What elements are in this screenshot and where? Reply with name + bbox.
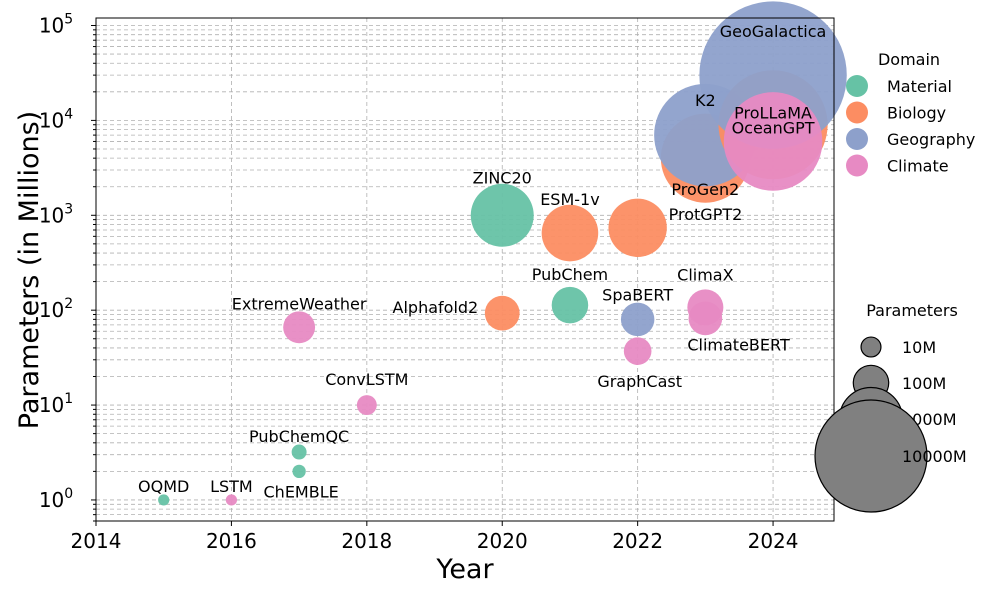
bubble-convlstm xyxy=(356,395,377,416)
label-convlstm: ConvLSTM xyxy=(325,370,408,389)
label-esm-1v: ESM-1v xyxy=(540,190,600,209)
bubble-chemble xyxy=(292,464,306,479)
legend-label-biology: Biology xyxy=(887,104,946,123)
size-legend-marker-10m xyxy=(860,336,882,358)
legend-marker-climate xyxy=(846,154,868,177)
x-tick-label-4: 2022 xyxy=(612,529,663,553)
y-tick-label-2: 102 xyxy=(39,296,73,322)
x-axis-label: Year xyxy=(435,554,494,585)
label-graphcast: GraphCast xyxy=(597,372,682,391)
legend-label-geography: Geography xyxy=(887,130,975,149)
grid-lines xyxy=(95,18,834,522)
x-tick-label-0: 2014 xyxy=(71,529,122,553)
label-zinc20: ZINC20 xyxy=(473,168,532,187)
legend-marker-material xyxy=(846,75,868,97)
bubble-zinc20 xyxy=(470,183,534,247)
x-tick-label-1: 2016 xyxy=(206,529,257,553)
axes: 2014 2016 2018 2020 2022 2024 100 101 102 103 104 1… xyxy=(39,12,835,553)
label-oqmd: OQMD xyxy=(138,477,189,496)
size-legend-marker-10000m xyxy=(814,399,928,513)
label-progen2: ProGen2 xyxy=(671,180,739,199)
domain-legend: Domain Material Biology Geography Climate xyxy=(846,50,975,177)
x-tick-label-2: 2018 xyxy=(341,529,392,553)
legend-label-material: Material xyxy=(887,77,952,96)
legend-label-climate: Climate xyxy=(887,157,949,176)
label-protgpt2: ProtGPT2 xyxy=(669,205,743,224)
bubble-protgpt2 xyxy=(608,198,667,257)
plot-frame xyxy=(95,17,835,522)
bubble-pubchem xyxy=(551,286,589,324)
size-legend-label-10000m: 10000M xyxy=(902,447,967,466)
legend-marker-geography xyxy=(846,128,868,150)
size-legend-title: Parameters xyxy=(866,301,958,320)
x-tick-label-5: 2024 xyxy=(748,529,799,553)
bubble-esm-1v xyxy=(541,204,599,262)
x-tick-label-3: 2020 xyxy=(477,529,528,553)
label-oceangpt: OceanGPT xyxy=(732,118,815,137)
domain-legend-title: Domain xyxy=(878,50,940,69)
y-tick-label-4: 104 xyxy=(39,106,73,132)
label-lstm: LSTM xyxy=(210,477,253,496)
label-spabert: SpaBERT xyxy=(602,285,673,304)
label-k2: K2 xyxy=(695,91,716,110)
label-pubchemqc: PubChemQC xyxy=(249,427,349,446)
bubble-graphcast xyxy=(623,337,652,365)
y-tick-label-1: 101 xyxy=(39,391,73,417)
label-extremeweather: ExtremeWeather xyxy=(232,294,367,313)
size-legend-label-100m: 100M xyxy=(902,374,946,393)
point-labels: OQMD LSTM PubChemQC ChEMBLE ExtremeWeather Co… xyxy=(138,22,826,501)
y-tick-label-3: 103 xyxy=(39,201,73,227)
bubble-alphafold2 xyxy=(484,295,520,331)
label-climax: ClimaX xyxy=(677,265,733,284)
bubble-lstm xyxy=(225,494,238,506)
y-tick-label-5: 105 xyxy=(39,12,73,38)
bubbles xyxy=(158,1,847,506)
bubble-climatebert xyxy=(688,301,723,336)
bubble-pubchemqc xyxy=(291,444,307,460)
label-climatebert: ClimateBERT xyxy=(687,335,790,354)
label-geogalactica: GeoGalactica xyxy=(720,22,827,41)
y-axis-label: Parameters (in Millions) xyxy=(14,111,45,429)
label-alphafold2: Alphafold2 xyxy=(393,298,479,317)
label-prollama: ProLLaMA xyxy=(734,104,812,123)
bubble-oceangpt xyxy=(723,92,823,191)
bubble-oqmd xyxy=(158,494,170,506)
legend-marker-biology xyxy=(846,101,868,124)
label-pubchem: PubChem xyxy=(532,265,608,284)
bubble-extremeweather xyxy=(283,311,316,344)
size-legend-label-10m: 10M xyxy=(902,338,936,357)
y-tick-label-0: 100 xyxy=(39,486,73,512)
bubble-spabert xyxy=(620,302,655,337)
label-chemble: ChEMBLE xyxy=(264,482,339,501)
